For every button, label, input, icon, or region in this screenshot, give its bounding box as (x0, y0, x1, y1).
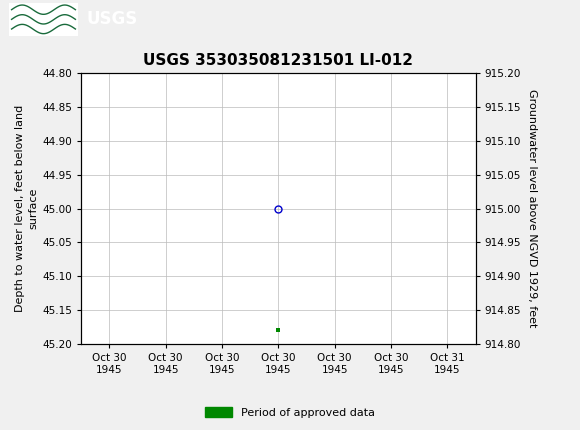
Legend: Period of approved data: Period of approved data (200, 403, 380, 422)
Title: USGS 353035081231501 LI-012: USGS 353035081231501 LI-012 (143, 53, 414, 68)
Bar (9, 3, 78, 36)
Y-axis label: Groundwater level above NGVD 1929, feet: Groundwater level above NGVD 1929, feet (527, 89, 536, 328)
Y-axis label: Depth to water level, feet below land
surface: Depth to water level, feet below land su… (15, 105, 38, 312)
Text: USGS: USGS (87, 10, 138, 28)
